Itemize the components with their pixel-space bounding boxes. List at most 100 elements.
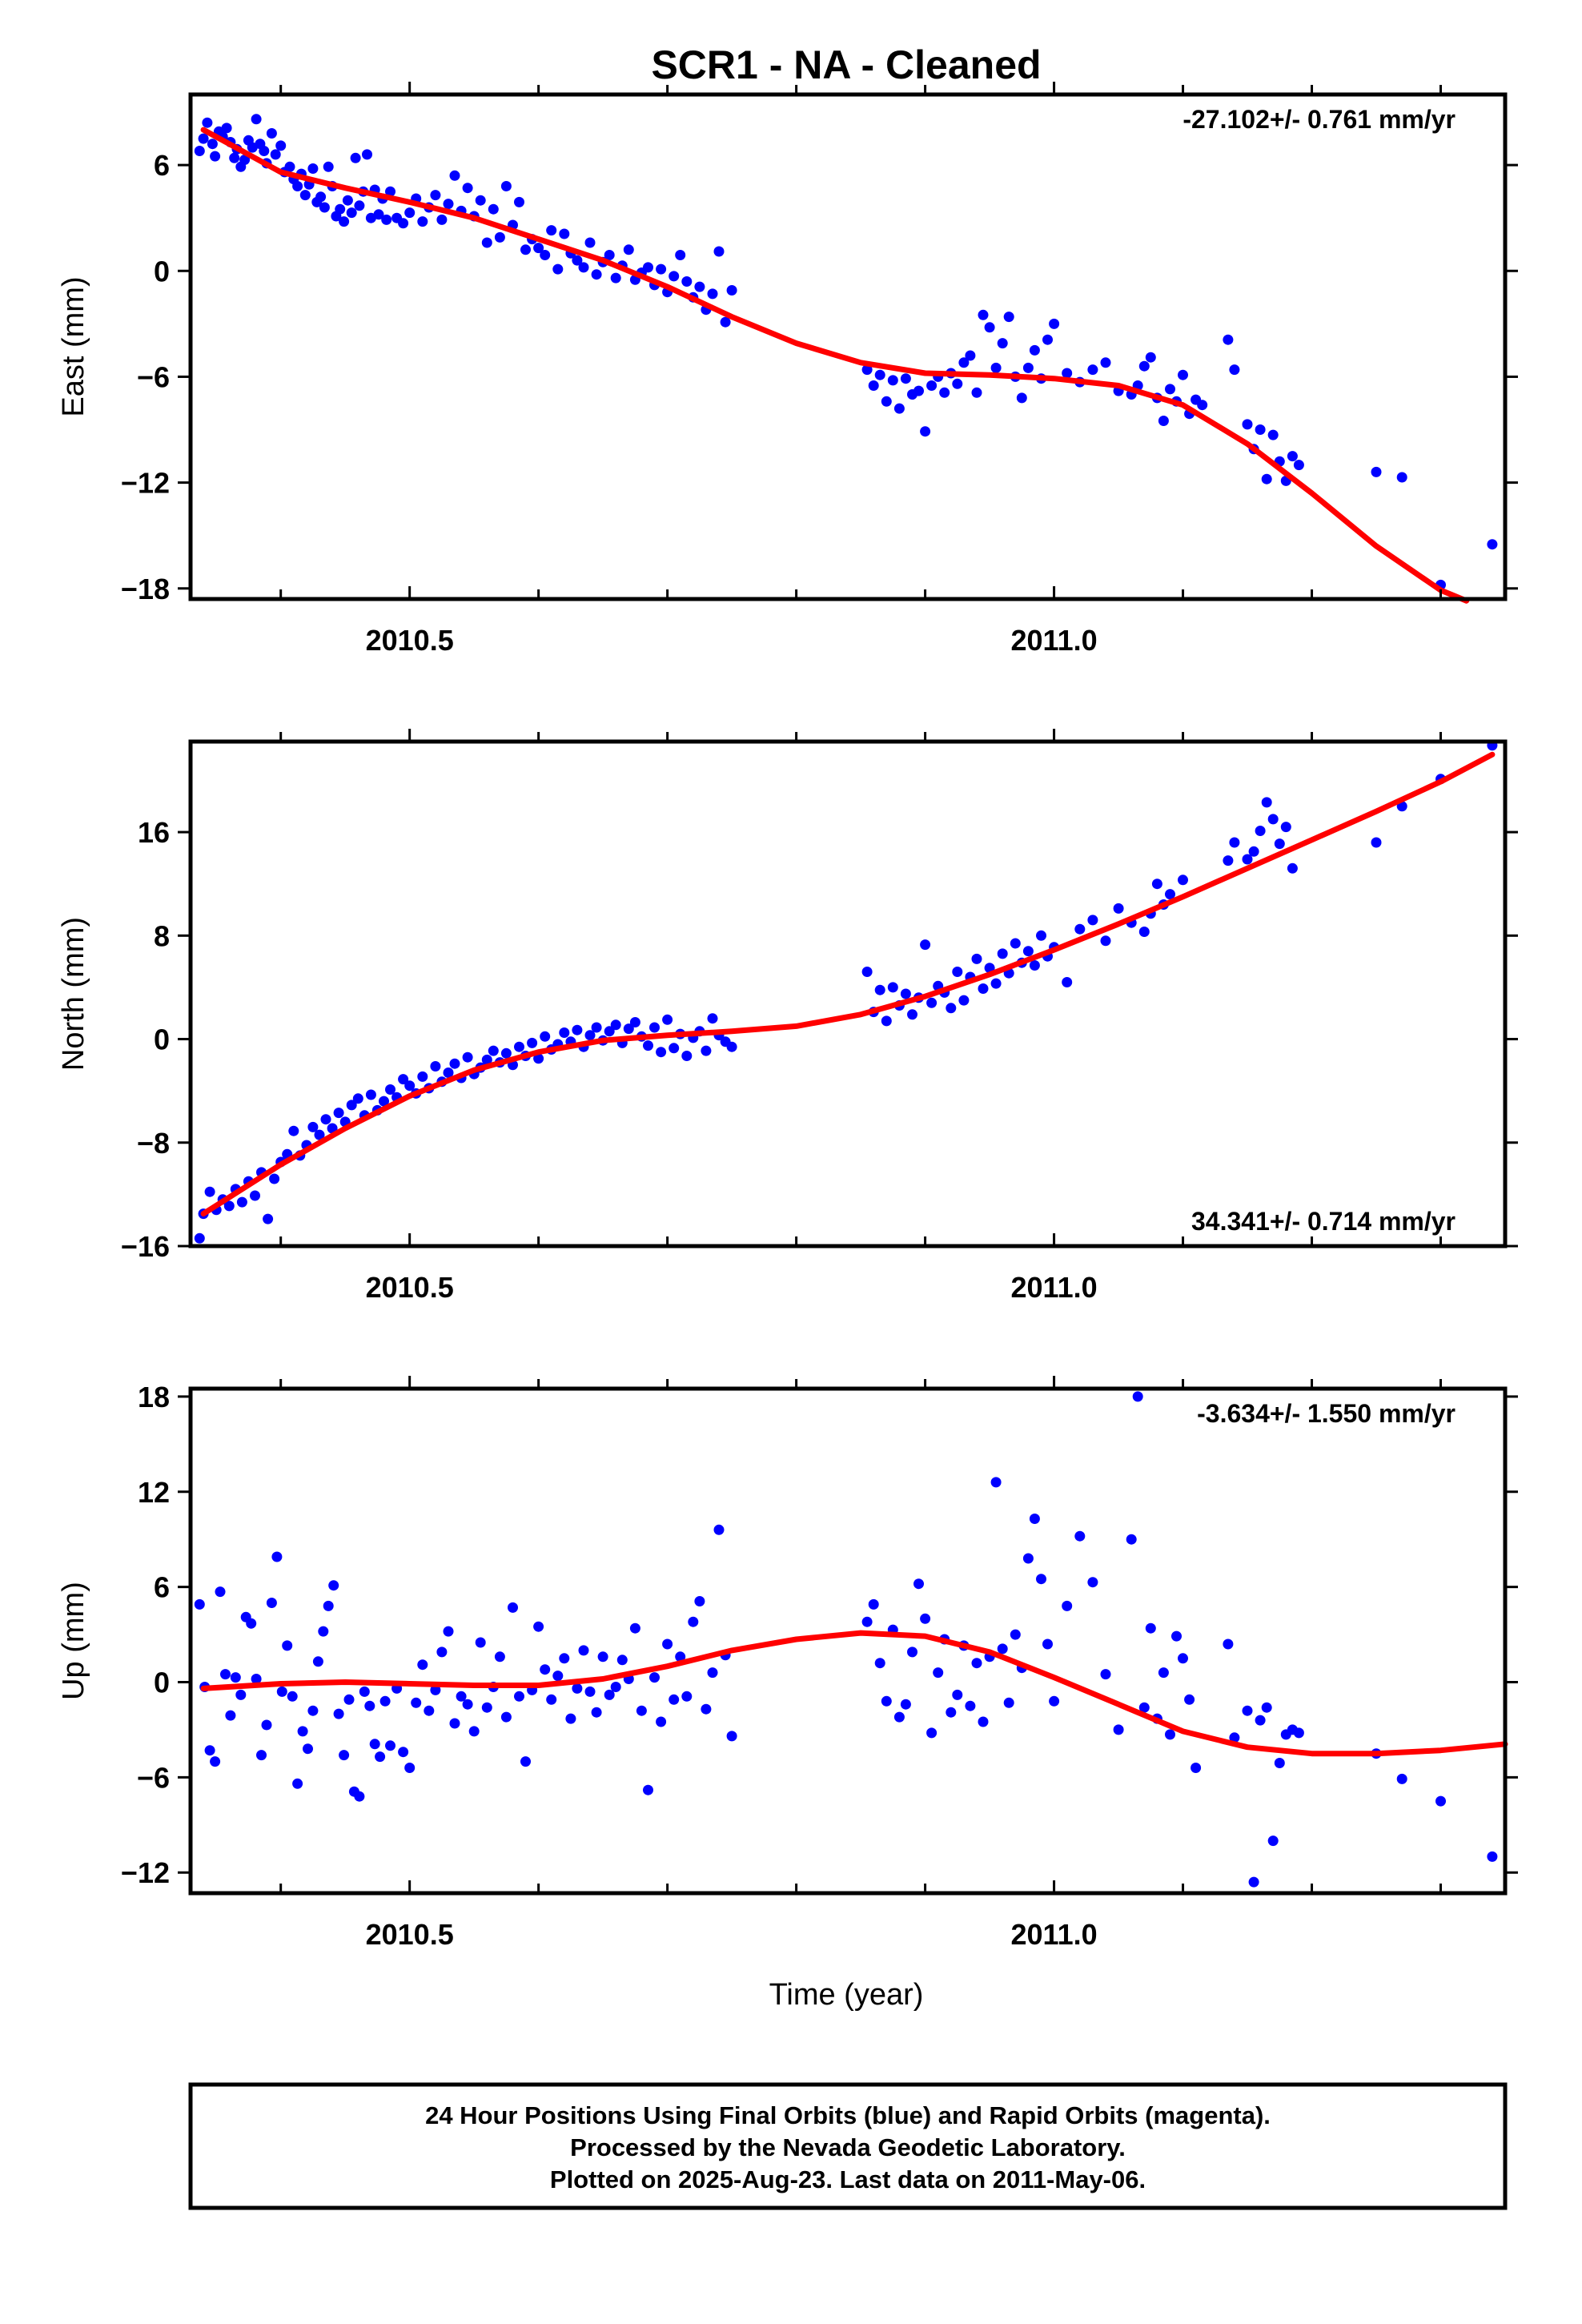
up-data-point	[1229, 1732, 1240, 1743]
up-data-point	[681, 1691, 693, 1702]
up-data-point	[1138, 1702, 1150, 1713]
up-data-point	[1178, 1653, 1188, 1664]
up-data-point	[468, 1726, 480, 1737]
north-data-point	[881, 1015, 892, 1027]
east-data-point	[681, 276, 693, 287]
up-data-point	[379, 1695, 391, 1707]
east-data-point	[1145, 352, 1156, 363]
north-data-point	[952, 967, 963, 977]
up-data-point	[1113, 1724, 1124, 1735]
north-data-point	[1274, 838, 1285, 850]
north-panel: 16 8 0 −8 −16 2010.5 2011.0 North (mm) 34.341…	[57, 729, 1518, 1304]
east-data-point	[1261, 473, 1272, 485]
east-data-point	[520, 244, 531, 255]
east-x-tick-label: 2010.5	[366, 624, 454, 657]
up-data-point	[220, 1669, 231, 1680]
east-data-point	[694, 281, 705, 292]
east-data-point	[997, 338, 1008, 349]
up-data-point	[287, 1691, 298, 1702]
north-data-point	[417, 1071, 428, 1082]
north-data-point	[398, 1074, 409, 1085]
east-data-point	[965, 350, 976, 361]
up-data-point	[604, 1689, 615, 1700]
up-data-point	[297, 1726, 308, 1737]
north-data-point	[629, 1017, 640, 1027]
up-data-point	[508, 1602, 518, 1613]
up-data-point	[900, 1699, 911, 1710]
east-data-point	[346, 207, 357, 219]
east-data-point	[1062, 368, 1073, 379]
north-data-point	[352, 1093, 363, 1104]
east-data-point	[443, 199, 454, 210]
north-data-point	[443, 1068, 454, 1078]
up-data-point	[1184, 1694, 1195, 1705]
north-data-point	[1074, 923, 1086, 935]
up-data-point	[933, 1667, 944, 1679]
east-data-point	[578, 262, 589, 273]
up-data-point	[946, 1707, 957, 1718]
north-data-point	[527, 1037, 538, 1048]
north-data-point	[591, 1022, 602, 1033]
up-x-tick-label: 2010.5	[366, 1918, 454, 1951]
up-data-point	[385, 1740, 396, 1751]
up-rate-annotation: -3.634+/- 1.550 mm/yr	[1197, 1399, 1456, 1428]
up-data-point	[874, 1658, 885, 1669]
east-data-point	[292, 181, 303, 191]
east-data-point	[270, 149, 281, 160]
east-data-point	[591, 269, 602, 280]
north-data-point	[1165, 889, 1175, 900]
up-data-point	[971, 1658, 982, 1669]
north-data-point	[900, 988, 911, 999]
up-data-point	[1435, 1795, 1446, 1807]
north-data-point	[907, 1009, 917, 1020]
up-data-point	[246, 1618, 257, 1629]
up-data-point	[364, 1700, 375, 1711]
east-data-point	[1371, 466, 1382, 477]
up-data-point	[726, 1731, 737, 1742]
east-data-point	[1100, 357, 1111, 368]
up-data-point	[230, 1672, 241, 1683]
north-data-point	[861, 967, 873, 977]
up-y-tick-label: −12	[121, 1856, 170, 1889]
up-data-point	[261, 1719, 272, 1731]
north-y-tick-label: 16	[138, 816, 170, 849]
up-data-point	[369, 1739, 380, 1750]
north-data-point	[488, 1045, 499, 1056]
up-data-point	[215, 1586, 226, 1598]
up-data-point	[398, 1747, 409, 1758]
up-data-point	[546, 1694, 557, 1705]
up-data-point	[436, 1647, 448, 1658]
east-data-point	[1223, 334, 1234, 345]
north-data-point	[643, 1040, 653, 1051]
east-y-tick-label: −12	[121, 467, 170, 500]
east-data-point	[275, 140, 287, 151]
up-data-point	[643, 1784, 653, 1795]
north-data-point	[481, 1054, 492, 1065]
east-data-point	[339, 216, 350, 227]
east-data-point	[436, 214, 448, 225]
up-data-point	[662, 1638, 673, 1650]
north-data-point	[1087, 915, 1098, 926]
north-x-tick-label: 2011.0	[1011, 1271, 1098, 1304]
east-data-point	[354, 200, 365, 211]
east-rate-annotation: -27.102+/- 0.761 mm/yr	[1182, 105, 1456, 134]
up-data-point	[701, 1703, 712, 1715]
up-data-point	[713, 1524, 725, 1535]
east-data-point	[259, 146, 270, 156]
east-data-point	[1396, 472, 1407, 483]
north-data-point	[223, 1200, 235, 1212]
east-data-point	[1042, 334, 1053, 345]
up-data-point	[1158, 1667, 1169, 1679]
up-data-point	[514, 1691, 524, 1702]
north-y-tick-label: 8	[154, 919, 170, 952]
north-data-point	[1178, 875, 1188, 886]
north-data-point	[500, 1047, 512, 1059]
east-data-point	[990, 362, 1002, 373]
east-data-point	[514, 196, 524, 207]
north-data-point	[649, 1022, 660, 1033]
north-data-point	[681, 1051, 693, 1061]
up-data-point	[1261, 1702, 1272, 1713]
north-y-tick-label: 0	[154, 1023, 170, 1056]
up-data-point	[1022, 1553, 1034, 1564]
east-data-point	[1003, 312, 1014, 323]
